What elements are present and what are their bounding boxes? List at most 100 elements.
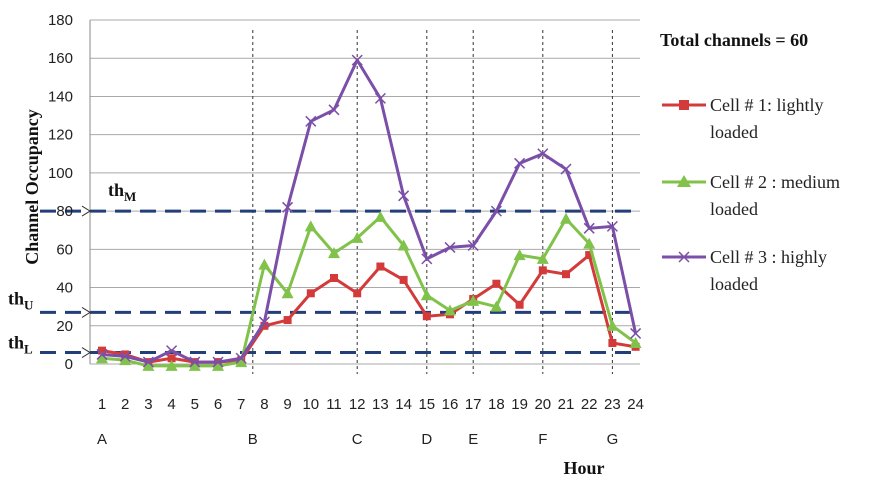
point-series-2-hour-7 [235, 356, 248, 368]
x-tick-8: 8 [260, 396, 268, 413]
point-series-2-hour-22 [583, 237, 596, 249]
point-series-1-hour-12 [353, 289, 362, 298]
point-series-2-hour-15 [420, 289, 433, 301]
x-tick-7: 7 [237, 396, 245, 413]
point-series-3-hour-12 [351, 54, 363, 66]
x-tick-6: 6 [214, 396, 222, 413]
point-series-3-hour-15 [421, 253, 433, 265]
x-tick-22: 22 [581, 396, 598, 413]
x-tick-9: 9 [283, 396, 291, 413]
series-line-3 [101, 58, 638, 364]
event-marker-D: D [421, 431, 432, 448]
x-tick-14: 14 [395, 396, 412, 413]
event-marker-F: F [538, 431, 547, 448]
point-series-2-hour-12 [351, 231, 364, 243]
point-series-1-hour-18 [492, 279, 501, 288]
y-tick-140: 140 [48, 88, 73, 105]
point-series-2-hour-6 [212, 359, 224, 371]
point-series-2-hour-3 [142, 359, 155, 371]
point-series-3-hour-2 [119, 350, 131, 362]
x-tick-15: 15 [418, 396, 435, 413]
threshold-label-L: thL [8, 333, 33, 357]
y-tick-0: 0 [65, 356, 73, 373]
point-series-1-hour-22 [585, 251, 594, 260]
point-series-2-hour-19 [513, 249, 526, 261]
x-tick-23: 23 [604, 396, 621, 413]
point-series-3-hour-20 [537, 148, 549, 160]
point-series-2-hour-17 [467, 294, 480, 306]
legend-title: Total channels = 60 [660, 30, 809, 50]
event-marker-E: E [468, 431, 478, 448]
point-series-1-hour-8 [260, 321, 269, 330]
point-series-2-hour-1 [96, 352, 108, 364]
point-series-1-hour-14 [399, 275, 408, 284]
event-marker-A: A [97, 431, 107, 448]
point-series-3-hour-23 [606, 220, 618, 232]
x-tick-13: 13 [372, 396, 389, 413]
point-series-2-hour-8 [258, 258, 271, 270]
point-series-3-hour-14 [398, 190, 410, 202]
point-series-1-hour-4 [167, 354, 176, 363]
point-series-2-hour-5 [188, 359, 201, 371]
legend-swatch-cell-3 [662, 251, 706, 263]
x-tick-4: 4 [167, 396, 175, 413]
x-tick-11: 11 [326, 396, 342, 413]
point-series-2-hour-4 [165, 359, 178, 371]
x-tick-19: 19 [511, 396, 528, 413]
x-tick-1: 1 [98, 396, 106, 413]
event-marker-G: G [607, 431, 619, 448]
x-tick-20: 20 [534, 396, 551, 413]
point-series-3-hour-24 [630, 327, 642, 339]
point-series-3-hour-16 [444, 241, 456, 253]
series-line-2 [101, 215, 637, 368]
point-series-3-hour-22 [583, 222, 595, 234]
point-series-1-hour-20 [538, 266, 547, 275]
point-series-1-hour-19 [515, 300, 524, 309]
point-series-3-hour-13 [374, 92, 386, 104]
y-tick-160: 160 [48, 50, 73, 67]
point-series-3-hour-4 [166, 345, 178, 357]
point-series-2-hour-10 [304, 220, 317, 232]
point-series-1-hour-23 [608, 338, 617, 347]
x-tick-5: 5 [191, 396, 199, 413]
legend-label-cell-2: Cell # 2 : medium loaded [710, 172, 840, 219]
point-series-3-hour-6 [212, 356, 224, 368]
x-tick-12: 12 [349, 396, 366, 413]
event-marker-B: B [248, 431, 258, 448]
point-series-3-hour-10 [305, 115, 317, 127]
event-marker-C: C [352, 431, 363, 448]
point-series-3-hour-21 [560, 163, 572, 175]
point-series-2-hour-11 [328, 247, 340, 259]
point-series-3-hour-1 [96, 348, 108, 360]
y-tick-60: 60 [56, 241, 73, 258]
point-series-3-hour-9 [282, 201, 294, 213]
point-series-2-hour-23 [606, 319, 619, 331]
point-series-3-hour-8 [258, 316, 270, 328]
x-tick-24: 24 [627, 396, 644, 413]
x-tick-3: 3 [144, 396, 152, 413]
legend-item-cell-3: Cell # 3 : highly loaded [660, 244, 870, 304]
point-series-1-hour-9 [283, 316, 292, 325]
point-series-3-hour-5 [189, 356, 201, 368]
point-series-3-hour-19 [514, 157, 526, 169]
x-tick-21: 21 [558, 396, 575, 413]
point-series-3-hour-17 [467, 239, 479, 252]
x-tick-10: 10 [302, 396, 319, 413]
y-tick-80: 80 [56, 203, 73, 220]
point-series-3-hour-7 [235, 352, 247, 364]
y-tick-120: 120 [48, 127, 73, 144]
point-series-2-hour-20 [536, 252, 549, 264]
x-tick-17: 17 [465, 396, 482, 413]
threshold-label-M: thM [108, 180, 136, 204]
point-series-3-hour-3 [142, 356, 154, 368]
point-series-2-hour-18 [490, 300, 503, 312]
x-tick-16: 16 [442, 396, 459, 413]
point-series-2-hour-9 [281, 287, 294, 299]
threshold-arrow-L [81, 347, 91, 358]
x-axis-title: Hour [563, 458, 604, 478]
y-axis-title: Channel Occupancy [22, 109, 42, 265]
y-tick-40: 40 [56, 280, 73, 297]
point-series-1-hour-1 [98, 346, 106, 355]
point-series-2-hour-24 [629, 336, 642, 348]
